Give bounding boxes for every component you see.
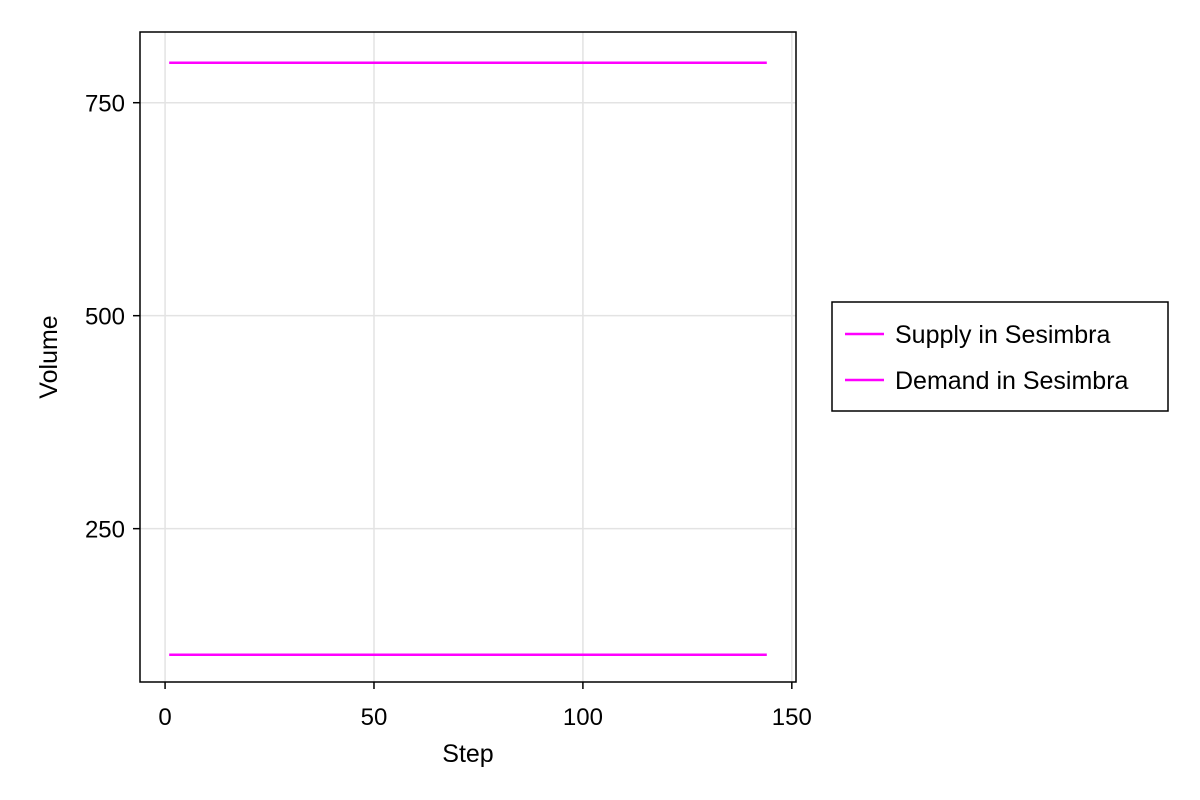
- x-tick-label: 50: [361, 704, 388, 731]
- legend: Supply in Sesimbra Demand in Sesimbra: [831, 301, 1169, 412]
- series-lines: [169, 61, 767, 656]
- legend-label-demand: Demand in Sesimbra: [895, 367, 1129, 395]
- x-tick-label: 100: [563, 704, 603, 731]
- axis-ticks: 0 50 100 150 250 500 750: [85, 91, 812, 731]
- y-tick-label: 250: [85, 517, 125, 544]
- legend-box: [831, 301, 1169, 412]
- x-tick-label: 0: [158, 704, 171, 731]
- legend-label-supply: Supply in Sesimbra: [895, 321, 1110, 349]
- plot-frame: [139, 31, 797, 683]
- x-axis-label: Step: [442, 740, 493, 768]
- y-tick-label: 500: [85, 304, 125, 331]
- x-tick-label: 150: [772, 704, 812, 731]
- y-tick-label: 750: [85, 91, 125, 118]
- y-axis-label: Volume: [35, 315, 63, 398]
- grid-lines: [140, 32, 796, 682]
